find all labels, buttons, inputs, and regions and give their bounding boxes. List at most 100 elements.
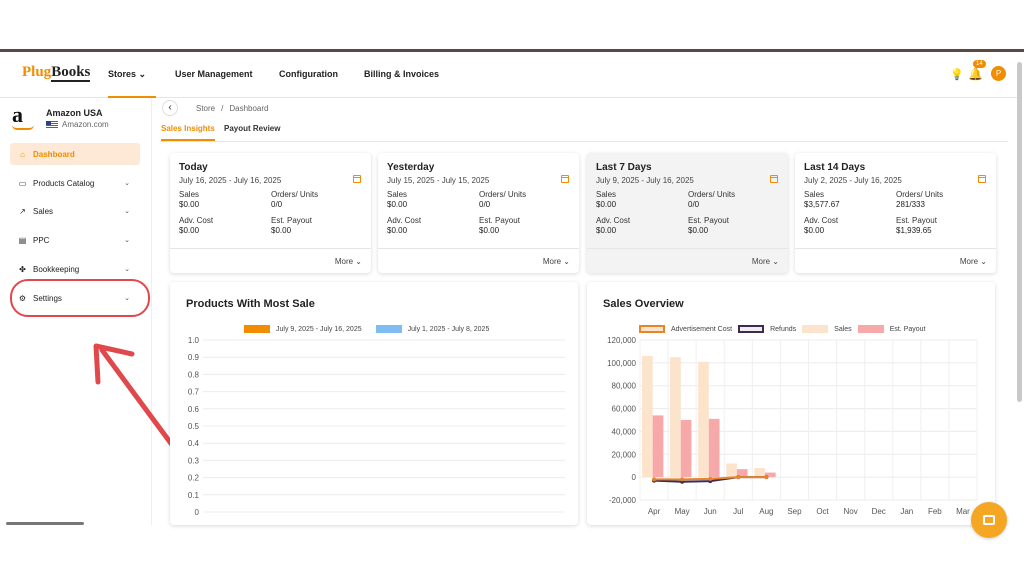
legend-label-current[interactable]: July 9, 2025 - July 16, 2025: [276, 325, 362, 333]
plugbooks-logo[interactable]: PlugBooks: [22, 64, 91, 82]
sidebar-item-settings[interactable]: ⚙ Settings ⌄: [18, 293, 130, 303]
orders-value: 0/0: [271, 200, 283, 209]
calendar-icon[interactable]: [561, 175, 569, 183]
summary-card[interactable]: Last 14 Days July 2, 2025 - July 16, 2025…: [795, 153, 996, 273]
sidebar-item-dashboard[interactable]: ⌂ Dashboard: [10, 143, 140, 165]
sidebar-item-ppc[interactable]: ▤ PPC ⌄: [18, 235, 130, 245]
calendar-icon[interactable]: [978, 175, 986, 183]
more-button[interactable]: More ⌄: [334, 257, 362, 266]
nav-stores-underline: [108, 66, 156, 98]
lightbulb-icon[interactable]: 💡: [950, 68, 964, 81]
legend-swatch-payout: [857, 325, 884, 333]
card-divider: [587, 248, 788, 249]
sales-label: Sales: [179, 190, 200, 199]
us-flag-icon: [46, 120, 58, 129]
summary-card[interactable]: Last 7 Days July 9, 2025 - July 16, 2025 S…: [587, 153, 788, 273]
bar-sales: [670, 357, 681, 478]
bar-est-payout: [680, 420, 692, 478]
legend-label-refunds[interactable]: Refunds: [770, 325, 797, 333]
nav-user-management[interactable]: User Management: [175, 69, 253, 79]
sales-label: Sales: [596, 190, 617, 199]
card-date-range: July 9, 2025 - July 16, 2025: [596, 176, 694, 185]
payout-label: Est. Payout: [479, 216, 520, 225]
adv-cost-label: Adv. Cost: [387, 216, 422, 225]
adv-cost-label: Adv. Cost: [804, 216, 839, 225]
more-button[interactable]: More ⌄: [542, 257, 570, 266]
summary-card[interactable]: Today July 16, 2025 - July 16, 2025 Sales $…: [170, 153, 371, 273]
nav-billing-invoices[interactable]: Billing & Invoices: [364, 69, 440, 79]
chart-icon: ↗: [19, 206, 26, 216]
legend-label-adv-cost[interactable]: Advertisement Cost: [671, 325, 733, 333]
y-tick-label: 0.2: [188, 474, 200, 483]
amazon-logo-icon: a: [12, 104, 38, 133]
chevron-down-icon: ⌄: [124, 180, 130, 187]
nav-stores[interactable]: Stores ⌄: [108, 69, 147, 79]
adv-cost-label: Adv. Cost: [179, 216, 214, 225]
products-most-sale-panel: Products With Most Sale July 9, 2025 - J…: [170, 282, 578, 525]
legend-swatch-sales: [802, 325, 829, 333]
bar-est-payout: [736, 469, 748, 478]
legend-label-previous[interactable]: July 1, 2025 - July 8, 2025: [407, 325, 490, 333]
card-title: Today: [179, 162, 208, 173]
point-advertisement-cost: [736, 475, 741, 480]
breadcrumb-store[interactable]: Store: [196, 103, 216, 113]
x-tick-label: Sep: [787, 507, 802, 516]
sales-value: $3,577.67: [804, 200, 840, 209]
y-tick-label: 0.1: [188, 491, 200, 500]
store-name: Amazon USA: [46, 108, 103, 118]
more-button[interactable]: More ⌄: [751, 257, 779, 266]
bar-sales: [698, 361, 709, 478]
store-selector[interactable]: a Amazon USA Amazon.com: [12, 104, 109, 133]
sales-value: $0.00: [179, 200, 200, 209]
legend-label-sales[interactable]: Sales: [834, 325, 852, 333]
chevron-down-icon: ⌄: [124, 237, 130, 244]
sidebar-item-sales[interactable]: ↗ Sales ⌄: [19, 206, 130, 216]
nav-configuration[interactable]: Configuration: [279, 69, 338, 79]
card-divider: [795, 248, 996, 249]
more-button[interactable]: More ⌄: [959, 257, 987, 266]
chevron-down-icon: ⌄: [124, 208, 130, 215]
orders-value: 0/0: [688, 200, 700, 209]
legend-label-payout[interactable]: Est. Payout: [889, 325, 926, 333]
card-divider: [378, 248, 579, 249]
ppc-icon: ▤: [18, 235, 27, 245]
adv-cost-value: $0.00: [596, 226, 617, 235]
chat-icon: [983, 515, 995, 525]
calendar-icon[interactable]: [770, 175, 778, 183]
dashboard-tabs: Sales Insights Payout Review: [160, 122, 1008, 142]
legend-swatch-refunds: [738, 325, 765, 333]
y-tick-label: -20,000: [609, 496, 637, 505]
sidebar-scroll-indicator: [6, 522, 84, 525]
bell-icon[interactable]: 🔔 14: [968, 59, 986, 81]
y-tick-label: 1.0: [188, 336, 200, 345]
adv-cost-value: $0.00: [804, 226, 825, 235]
summary-card[interactable]: Yesterday July 15, 2025 - July 15, 2025 Sa…: [378, 153, 579, 273]
orders-value: 281/333: [896, 200, 925, 209]
sidebar: a Amazon USA Amazon.com ⌂ Dashboard ▭ Pr…: [0, 99, 152, 525]
chat-fab-button[interactable]: [971, 502, 1007, 538]
y-tick-label: 0.7: [188, 388, 200, 397]
page-scrollbar[interactable]: [1017, 62, 1022, 402]
sales-overview-panel: Sales Overview Advertisement Cost Refund…: [587, 282, 995, 525]
calendar-icon[interactable]: [353, 175, 361, 183]
tab-sales-insights[interactable]: Sales Insights: [161, 124, 215, 141]
x-tick-label: Jul: [733, 507, 743, 516]
y-tick-label: 20,000: [612, 450, 637, 459]
x-tick-label: Feb: [928, 507, 942, 516]
sidebar-item-bookkeeping[interactable]: ✤ Bookkeeping ⌄: [19, 264, 130, 274]
avatar[interactable]: P: [991, 66, 1006, 81]
back-arrow-icon[interactable]: ‹: [162, 100, 178, 116]
sales-value: $0.00: [596, 200, 617, 209]
orders-label: Orders/ Units: [896, 190, 944, 199]
y-tick-label: 120,000: [607, 336, 636, 345]
orders-value: 0/0: [479, 200, 491, 209]
legend-swatch-current: [244, 325, 270, 333]
sidebar-item-products-catalog[interactable]: ▭ Products Catalog ⌄: [18, 178, 130, 188]
notification-badge: 14: [973, 59, 986, 68]
card-date-range: July 16, 2025 - July 16, 2025: [179, 176, 282, 185]
tab-payout-review[interactable]: Payout Review: [224, 124, 281, 133]
payout-value: $0.00: [688, 226, 709, 235]
y-tick-label: 80,000: [612, 382, 637, 391]
x-tick-label: Apr: [648, 507, 661, 516]
chevron-down-icon: ⌄: [124, 295, 130, 302]
